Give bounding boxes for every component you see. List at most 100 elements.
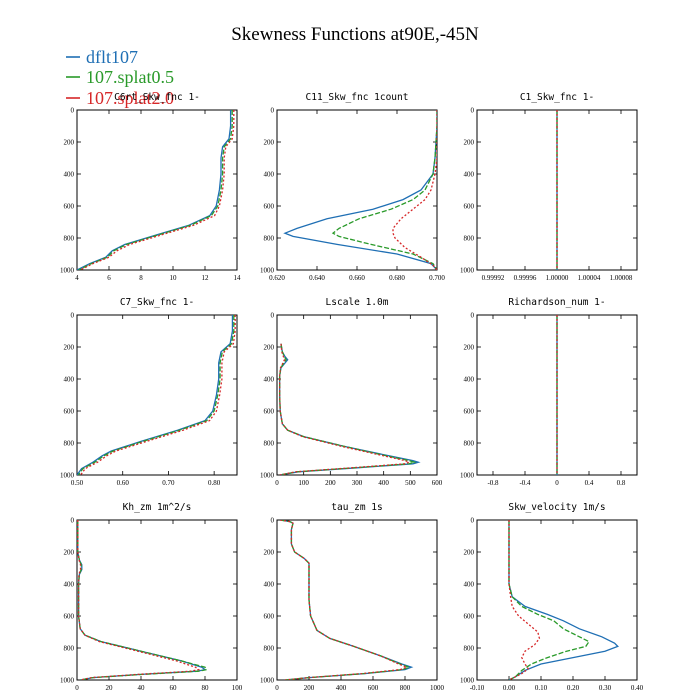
panel-6: Richardson_num 1- -0.8 -0.4 0 0.4 0.8 0 200 400 6…: [460, 297, 638, 487]
x-tick-label: 12: [202, 274, 210, 282]
panel-title: Kh_zm 1m^2/s: [123, 502, 192, 513]
x-tick-label: 500: [405, 479, 416, 487]
x-tick-label: 0.99996: [514, 274, 537, 282]
x-tick-label: 1.00004: [578, 274, 601, 282]
y-tick-label: 600: [464, 203, 475, 211]
y-tick-label: 0: [471, 107, 475, 115]
legend-entry-splat2.0: 107.splat2.0: [66, 88, 174, 108]
panel-title: C1_Skw_fnc 1-: [520, 92, 594, 103]
y-tick-label: 0: [71, 107, 75, 115]
panel-3: C1_Skw_fnc 1- 0.99992 0.99996 1.00000 1.0000…: [460, 92, 638, 282]
y-tick-label: 800: [64, 440, 75, 448]
plot-frame: [276, 109, 438, 271]
y-tick-label: 200: [264, 139, 275, 147]
series-line-107.splat0.5: [279, 343, 417, 475]
x-tick-label: 0.60: [117, 479, 130, 487]
y-tick-label: 600: [464, 613, 475, 621]
series-line-107.splat2.0: [79, 110, 235, 270]
plot-frame: [476, 519, 638, 681]
x-tick-label: 300: [352, 479, 363, 487]
figure-title: Skewness Functions at90E,-45N: [231, 24, 479, 45]
x-tick-label: 1.00008: [610, 274, 633, 282]
x-tick-label: 4: [75, 274, 79, 282]
panel-7: Kh_zm 1m^2/s0 20 40 60 80 1000200400600800100…: [60, 502, 243, 692]
y-tick-label: 1000: [460, 677, 475, 685]
x-tick-label: -0.10: [470, 684, 485, 692]
legend-label: 107.splat0.5: [86, 67, 174, 87]
y-tick-label: 0: [271, 312, 275, 320]
panel-8: tau_zm 1s0 200 400 600 800 100002004006008001…: [260, 502, 445, 692]
y-tick-label: 1000: [260, 677, 275, 685]
y-tick-label: 400: [64, 376, 75, 384]
x-tick-label: 0: [75, 684, 79, 692]
y-tick-label: 200: [464, 549, 475, 557]
x-tick-label: 60: [170, 684, 178, 692]
y-tick-label: 400: [464, 581, 475, 589]
y-tick-label: 800: [464, 645, 475, 653]
y-tick-label: 0: [471, 312, 475, 320]
y-tick-label: 1000: [260, 267, 275, 275]
x-tick-label: -0.4: [519, 479, 531, 487]
x-tick-label: -0.8: [487, 479, 499, 487]
y-tick-label: 0: [71, 517, 75, 525]
series-line-dflt107: [283, 110, 437, 270]
y-tick-label: 1000: [460, 267, 475, 275]
legend-entry-dflt107: dflt107: [66, 47, 138, 67]
x-tick-label: 0: [275, 479, 279, 487]
series-line-107.splat2.0: [279, 343, 411, 475]
x-tick-label: 0.8: [617, 479, 626, 487]
panel-5: Lscale 1.0m 0 100 200 300 400 500 600 0 200 400 600…: [260, 297, 443, 487]
y-tick-label: 400: [264, 581, 275, 589]
x-tick-label: 0.20: [567, 684, 580, 692]
y-tick-label: 800: [264, 440, 275, 448]
y-tick-label: 800: [64, 645, 75, 653]
series-line-107.splat2.0: [280, 520, 409, 680]
y-tick-label: 0: [271, 517, 275, 525]
x-tick-label: 20: [106, 684, 114, 692]
y-tick-label: 0: [271, 107, 275, 115]
y-tick-label: 400: [264, 171, 275, 179]
y-tick-label: 200: [264, 549, 275, 557]
x-tick-label: 0: [555, 479, 559, 487]
series-line-dflt107: [280, 520, 414, 680]
x-tick-label: 1000: [430, 684, 445, 692]
panel-title: tau_zm 1s: [331, 502, 382, 513]
panel-9: Skw_velocity 1m/s -0.10 0.00 0.10 0.20 0.30 0.…: [460, 502, 644, 692]
x-tick-label: 0.10: [535, 684, 548, 692]
series-line-107.splat0.5: [331, 110, 437, 270]
plot-frame: [76, 314, 238, 476]
plot-frame: [76, 519, 238, 681]
x-tick-label: 400: [378, 479, 389, 487]
x-tick-label: 40: [138, 684, 146, 692]
x-tick-label: 100: [298, 479, 309, 487]
x-tick-label: 400: [336, 684, 347, 692]
panel-2: C11_Skw_fnc 1count 0.620 0.640 0.660 0.680 0.…: [260, 92, 445, 282]
y-tick-label: 0: [471, 517, 475, 525]
y-tick-label: 200: [264, 344, 275, 352]
plot-frame: [76, 109, 238, 271]
x-tick-label: 800: [400, 684, 411, 692]
series-line-107.splat0.5: [280, 520, 411, 680]
panel-1: C6rt_Skw_fnc 1- 4 6 8 10 12 14 0 200 400 600 800 100…: [60, 92, 241, 282]
x-tick-label: 10: [170, 274, 178, 282]
x-tick-label: 6: [107, 274, 111, 282]
x-tick-label: 0.680: [389, 274, 405, 282]
y-tick-label: 400: [64, 171, 75, 179]
series-line-dflt107: [77, 110, 232, 270]
x-tick-label: 0.660: [349, 274, 365, 282]
x-tick-label: 0.80: [208, 479, 221, 487]
panel-title: Richardson_num 1-: [508, 297, 605, 308]
y-tick-label: 800: [464, 440, 475, 448]
y-tick-label: 200: [64, 344, 75, 352]
series-line-107.splat0.5: [508, 520, 590, 680]
y-tick-label: 200: [64, 139, 75, 147]
series-line-107.splat2.0: [80, 315, 236, 475]
legend-entry-splat0.5: 107.splat0.5: [66, 67, 174, 87]
x-tick-label: 200: [304, 684, 315, 692]
x-tick-label: 0: [275, 684, 279, 692]
y-tick-label: 400: [264, 376, 275, 384]
y-tick-label: 800: [264, 645, 275, 653]
x-tick-label: 1.00000: [546, 274, 569, 282]
x-tick-label: 200: [325, 479, 336, 487]
